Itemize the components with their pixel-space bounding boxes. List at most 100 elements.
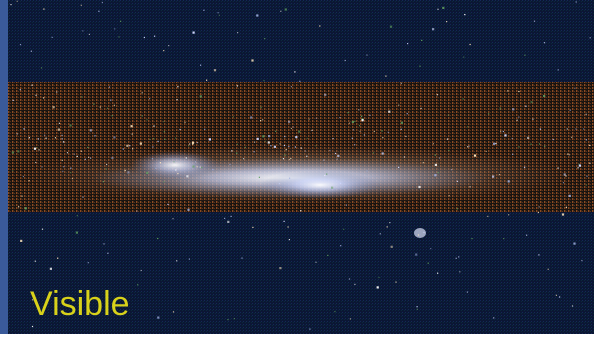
star <box>400 121 403 124</box>
star <box>227 220 230 223</box>
star <box>530 101 533 104</box>
star <box>12 170 14 172</box>
star <box>498 174 500 176</box>
star <box>76 155 78 157</box>
star <box>358 109 360 111</box>
star <box>113 136 116 139</box>
star <box>361 115 363 117</box>
star <box>17 150 20 153</box>
star <box>386 226 388 228</box>
star <box>566 128 568 130</box>
star <box>113 104 115 106</box>
star <box>114 28 116 30</box>
star <box>279 143 281 145</box>
star <box>61 134 63 136</box>
star <box>41 228 44 230</box>
star <box>264 38 266 40</box>
star <box>153 138 155 140</box>
star <box>493 317 495 319</box>
star <box>208 138 211 141</box>
star <box>260 106 262 108</box>
star <box>37 138 39 140</box>
star <box>343 228 345 230</box>
star <box>434 174 437 177</box>
star <box>469 186 471 188</box>
star <box>229 163 231 166</box>
star <box>30 50 32 52</box>
star <box>176 260 178 262</box>
star <box>366 54 368 56</box>
star <box>518 116 520 118</box>
star <box>295 136 298 139</box>
star <box>89 129 92 132</box>
star <box>518 146 520 148</box>
star <box>199 166 201 168</box>
star <box>35 161 37 164</box>
star <box>141 115 143 117</box>
star <box>348 278 351 280</box>
star <box>388 110 391 113</box>
star <box>56 91 58 93</box>
star <box>324 93 327 96</box>
star <box>163 121 165 123</box>
star <box>552 138 554 141</box>
star <box>306 137 308 139</box>
star <box>512 108 515 111</box>
star <box>524 166 526 168</box>
star <box>236 152 238 154</box>
star <box>525 105 527 107</box>
star <box>58 122 60 124</box>
star <box>38 149 40 151</box>
star <box>163 131 165 133</box>
star <box>538 143 541 145</box>
star <box>294 71 296 73</box>
star <box>224 217 226 219</box>
star <box>376 286 379 289</box>
star <box>73 153 75 155</box>
star <box>462 98 464 100</box>
star <box>88 156 90 158</box>
star <box>493 142 496 145</box>
star <box>430 248 432 250</box>
star <box>258 176 260 178</box>
star <box>339 182 342 184</box>
star <box>585 113 587 115</box>
star <box>82 196 84 198</box>
star <box>288 158 291 161</box>
star <box>407 43 409 45</box>
star <box>139 142 142 145</box>
star <box>495 142 497 145</box>
star <box>543 42 546 44</box>
star <box>252 226 254 228</box>
star <box>191 141 195 144</box>
star <box>416 308 418 310</box>
star <box>552 133 554 135</box>
star <box>354 283 356 285</box>
star <box>427 262 429 264</box>
star <box>154 35 156 37</box>
star <box>300 147 302 149</box>
star <box>499 107 501 109</box>
star <box>237 32 239 34</box>
star <box>44 134 46 136</box>
star <box>34 260 36 262</box>
star <box>571 305 574 307</box>
star <box>87 262 89 264</box>
star <box>106 163 108 166</box>
star <box>447 114 449 116</box>
star <box>459 271 461 273</box>
star <box>351 137 353 139</box>
star <box>130 125 133 128</box>
star <box>319 25 321 27</box>
star <box>253 151 255 153</box>
star <box>163 181 165 183</box>
star <box>151 158 154 160</box>
star <box>110 99 112 101</box>
star <box>36 147 38 149</box>
star <box>19 44 22 46</box>
star <box>188 258 190 260</box>
star <box>544 145 546 147</box>
star <box>136 210 138 212</box>
star <box>547 268 549 270</box>
